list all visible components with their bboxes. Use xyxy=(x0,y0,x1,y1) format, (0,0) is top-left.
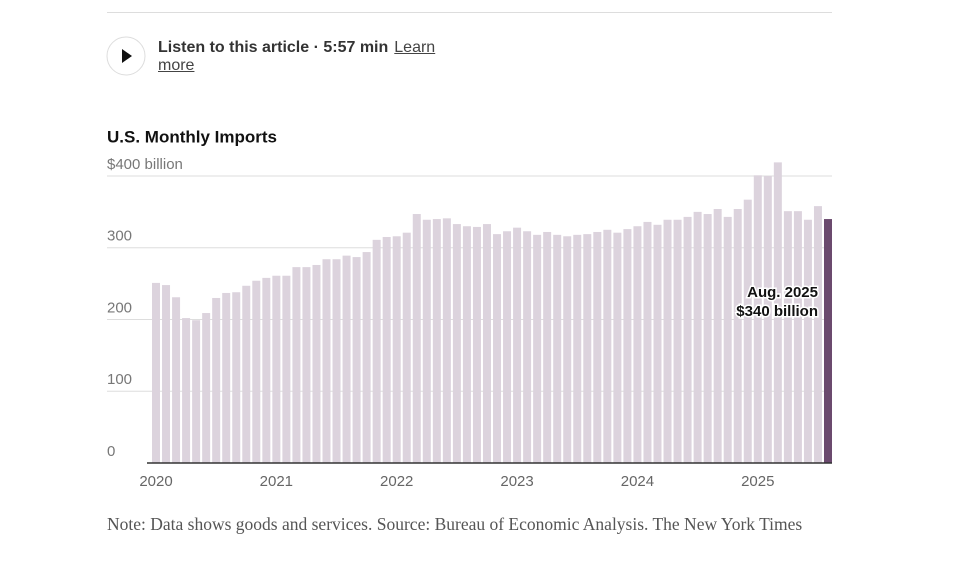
bar xyxy=(252,280,261,463)
bar xyxy=(482,224,491,463)
audio-player: Listen to this article · 5:57 min Learn m… xyxy=(158,39,448,75)
bar xyxy=(613,232,622,463)
bar xyxy=(272,275,281,463)
y-tick-label: 300 xyxy=(107,228,132,245)
chart-note: Note: Data shows goods and services. Sou… xyxy=(107,514,803,534)
bar xyxy=(282,275,291,463)
bar xyxy=(412,214,421,463)
bar xyxy=(693,211,702,463)
bar xyxy=(382,236,391,463)
bar xyxy=(733,209,742,463)
bar xyxy=(643,221,652,463)
bar xyxy=(673,219,682,463)
bar xyxy=(583,234,592,463)
bar xyxy=(503,231,512,463)
bar xyxy=(362,252,371,463)
bar xyxy=(713,209,722,463)
bar xyxy=(462,226,471,463)
chart-title: U.S. Monthly Imports xyxy=(107,127,277,146)
bar xyxy=(523,231,532,463)
bar xyxy=(543,231,552,463)
annotation-label: Aug. 2025 xyxy=(747,284,818,301)
bar xyxy=(753,175,762,463)
bar xyxy=(212,297,221,463)
bar xyxy=(563,236,572,463)
bar xyxy=(623,229,632,463)
bar xyxy=(513,227,522,463)
y-tick-label: $400 billion xyxy=(107,156,183,173)
bar xyxy=(472,226,481,463)
bar xyxy=(803,219,812,463)
x-tick-label: 2023 xyxy=(500,473,533,490)
bar xyxy=(493,234,502,463)
bar xyxy=(222,292,231,463)
y-tick-label: 0 xyxy=(107,443,115,460)
bar xyxy=(372,239,381,463)
bar xyxy=(202,313,211,463)
bar xyxy=(262,277,271,463)
bar xyxy=(793,211,802,463)
bar xyxy=(553,234,562,463)
bar xyxy=(603,229,612,463)
bar xyxy=(232,292,241,463)
bar xyxy=(773,162,782,463)
y-tick-label: 100 xyxy=(107,371,132,388)
bar xyxy=(653,224,662,463)
bar xyxy=(743,199,752,464)
bar xyxy=(312,264,321,463)
bar xyxy=(763,176,772,463)
bar xyxy=(573,234,582,463)
bar xyxy=(452,224,461,463)
learn-more-link[interactable]: Learn more xyxy=(158,39,436,74)
play-icon xyxy=(122,49,132,63)
bar xyxy=(442,218,451,463)
bar xyxy=(533,234,542,463)
bar xyxy=(723,216,732,463)
y-tick-label: 200 xyxy=(107,299,132,316)
bar xyxy=(322,259,331,463)
x-tick-label: 2020 xyxy=(139,473,172,490)
bar xyxy=(192,320,201,463)
bar xyxy=(783,211,792,463)
bar xyxy=(162,285,171,463)
bar xyxy=(402,232,411,463)
bar xyxy=(242,285,251,463)
bar xyxy=(422,219,431,463)
bar xyxy=(813,206,822,463)
annotation-value: $340 billion xyxy=(736,303,818,320)
bar xyxy=(633,226,642,463)
bar xyxy=(302,267,311,463)
bar xyxy=(152,282,160,463)
bar xyxy=(593,231,602,463)
x-tick-label: 2021 xyxy=(260,473,293,490)
bar xyxy=(432,219,441,463)
bar xyxy=(342,255,351,463)
bar xyxy=(182,318,191,463)
x-tick-label: 2024 xyxy=(621,473,654,490)
bar xyxy=(703,214,712,463)
bar xyxy=(172,297,181,463)
bar xyxy=(683,216,692,463)
bar xyxy=(352,257,361,463)
x-tick-label: 2025 xyxy=(741,473,774,490)
bar xyxy=(392,236,401,463)
audio-label: Listen to this article · 5:57 min xyxy=(158,39,389,56)
bar xyxy=(663,219,672,463)
x-tick-label: 2022 xyxy=(380,473,413,490)
bar xyxy=(824,219,832,463)
bar xyxy=(292,267,301,463)
bar xyxy=(332,259,341,463)
